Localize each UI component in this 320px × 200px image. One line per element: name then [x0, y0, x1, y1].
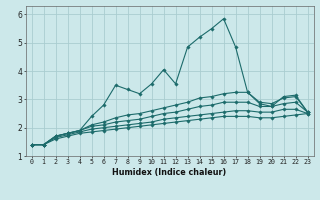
X-axis label: Humidex (Indice chaleur): Humidex (Indice chaleur) [112, 168, 227, 177]
